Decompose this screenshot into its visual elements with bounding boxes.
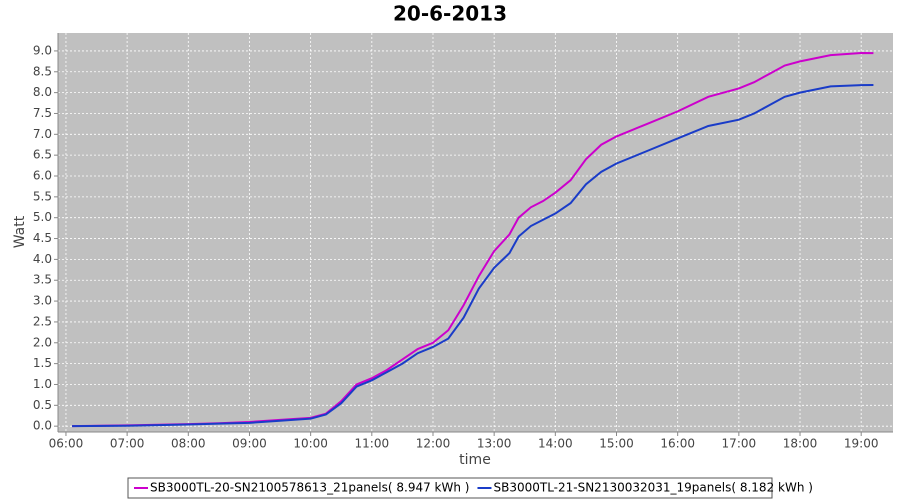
y-tick-label: 7.5 [33,106,52,120]
x-tick-label: 19:00 [844,437,879,451]
y-tick-label: 2.5 [33,314,52,328]
y-tick-label: 1.5 [33,356,52,370]
y-tick-label: 4.5 [33,231,52,245]
y-axis-label: Watt [12,215,28,248]
plot-area [58,33,893,432]
chart-title: 20-6-2013 [393,2,507,26]
legend [127,477,773,499]
x-tick-label: 09:00 [232,437,267,451]
legend-label: SB3000TL-20-SN2100578613_21panels( 8.947… [150,481,469,495]
series-line [72,84,874,428]
y-tick-label: 0.0 [33,419,52,433]
y-tick-label: 1.0 [33,377,52,391]
x-tick-label: 12:00 [416,437,451,451]
y-tick-label: 5.0 [33,210,52,224]
x-tick-label: 10:00 [293,437,328,451]
x-tick-label: 18:00 [783,437,818,451]
x-tick-label: 17:00 [722,437,757,451]
x-tick-label: 16:00 [660,437,695,451]
y-tick-label: 6.0 [33,169,52,183]
y-tick-label: 6.5 [33,148,52,162]
y-tick-label: 7.0 [33,127,52,141]
x-tick-label: 08:00 [171,437,206,451]
y-tick-label: 8.5 [33,64,52,78]
x-tick-label: 13:00 [477,437,512,451]
x-tick-label: 07:00 [110,437,145,451]
x-tick-label: 11:00 [355,437,390,451]
x-axis-label: time [459,452,491,468]
x-tick-label: 15:00 [599,437,634,451]
y-tick-label: 4.0 [33,252,52,266]
y-tick-label: 0.5 [33,398,52,412]
y-tick-label: 5.5 [33,189,52,203]
y-tick-label: 9.0 [33,43,52,57]
y-tick-label: 3.5 [33,273,52,287]
x-tick-label: 14:00 [538,437,573,451]
legend-label: SB3000TL-21-SN2130032031_19panels( 8.182… [493,481,812,495]
y-tick-label: 3.0 [33,294,52,308]
y-tick-label: 8.0 [33,85,52,99]
y-tick-label: 2.0 [33,335,52,349]
x-tick-label: 06:00 [49,437,84,451]
